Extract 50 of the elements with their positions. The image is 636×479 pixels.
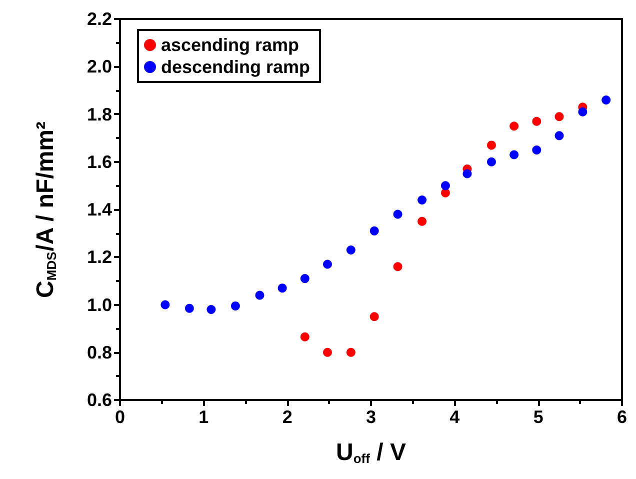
point <box>486 140 496 150</box>
point <box>462 169 472 178</box>
point <box>346 348 356 357</box>
point <box>486 157 496 166</box>
point <box>418 216 427 226</box>
x-tick-label: 5 <box>533 407 544 427</box>
point <box>393 210 402 219</box>
y-tick-label: 1.2 <box>86 247 112 268</box>
y-tick-label: 2.2 <box>86 9 112 29</box>
point <box>510 122 519 131</box>
point <box>602 95 611 104</box>
point <box>440 181 450 190</box>
point <box>370 226 379 236</box>
y-axis-title: CMDS/A / nF/mm² <box>32 122 59 298</box>
x-tick-label: 0 <box>114 407 126 427</box>
point <box>578 107 588 116</box>
point <box>230 301 240 310</box>
point <box>323 348 332 357</box>
x-axis-title: Uoff / V <box>336 439 406 466</box>
point <box>278 284 287 293</box>
point <box>184 304 194 313</box>
legend-label: ascending ramp <box>161 35 300 55</box>
y-tick-label: 1.8 <box>86 104 112 124</box>
y-tick-label: 1.0 <box>86 294 112 315</box>
point <box>393 262 402 272</box>
point <box>323 260 332 269</box>
point <box>370 312 379 322</box>
point <box>300 274 310 284</box>
y-tick-label: 1.4 <box>86 200 112 220</box>
y-tick-label: 1.6 <box>86 152 112 172</box>
y-tick-label: 0.6 <box>86 390 112 410</box>
y-tick-label: 2.0 <box>86 56 112 77</box>
point <box>554 112 564 122</box>
point <box>160 300 170 310</box>
point <box>532 145 542 154</box>
x-tick-label: 1 <box>198 407 209 427</box>
point <box>206 305 216 314</box>
point <box>510 150 519 160</box>
x-tick-label: 3 <box>366 407 376 427</box>
point <box>532 116 542 126</box>
x-tick-label: 4 <box>450 407 460 427</box>
x-tick-label: 6 <box>616 407 628 427</box>
legend-label: descending ramp <box>161 57 310 77</box>
point <box>418 195 427 204</box>
y-tick-label: 0.8 <box>86 342 112 362</box>
point <box>255 290 264 300</box>
point <box>346 245 356 254</box>
x-tick-label: 2 <box>282 407 292 427</box>
point <box>554 131 564 140</box>
point <box>300 332 310 342</box>
